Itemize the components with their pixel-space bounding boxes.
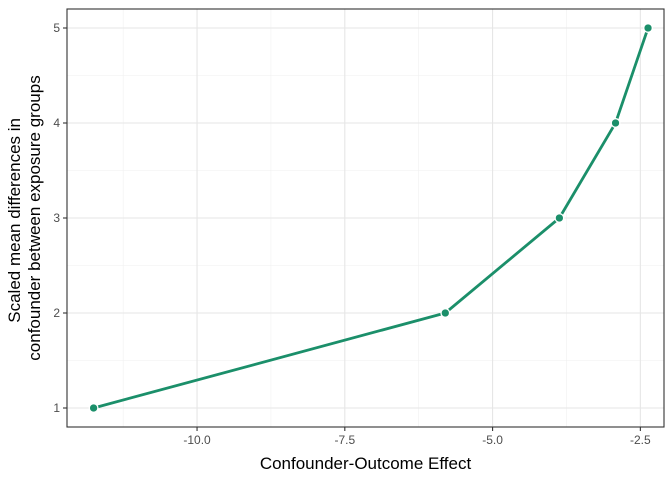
y-tick-label: 1 [53, 401, 60, 415]
data-point [554, 213, 565, 223]
y-axis-ticks: 1 2 3 4 5 [53, 21, 67, 415]
y-axis-title: Scaled mean differences in confounder be… [5, 75, 44, 360]
x-tick-label: -2.5 [630, 433, 651, 447]
y-tick-label: 2 [53, 306, 60, 320]
y-tick-label: 5 [53, 21, 60, 35]
data-point [88, 403, 99, 413]
y-tick-label: 3 [53, 211, 60, 225]
x-axis-ticks: -10.0 -7.5 -5.0 -2.5 [183, 427, 651, 447]
x-tick-label: -5.0 [482, 433, 503, 447]
data-point [610, 118, 621, 128]
x-axis-title: Confounder-Outcome Effect [260, 454, 472, 473]
x-tick-label: -7.5 [334, 433, 355, 447]
data-point [643, 23, 653, 33]
data-point [440, 308, 451, 318]
major-gridlines [67, 9, 664, 427]
series-layer [88, 23, 653, 413]
y-axis-title-line-2: confounder between exposure groups [25, 75, 44, 360]
x-tick-label: -10.0 [183, 433, 211, 447]
y-tick-label: 4 [53, 116, 60, 130]
y-axis-title-line-1: Scaled mean differences in [5, 118, 24, 323]
